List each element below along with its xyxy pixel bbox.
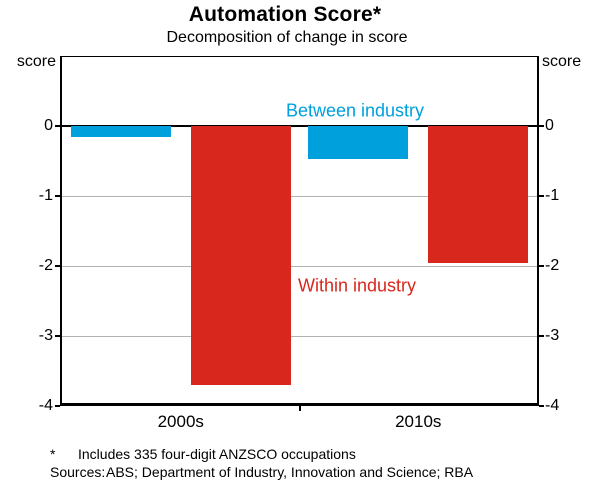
plot-area: [60, 56, 539, 406]
chart-title: Automation Score*: [188, 3, 382, 26]
y-tick-label-right: 0: [545, 117, 554, 134]
y-tick-right: [539, 125, 544, 127]
footnote-text: Includes 335 four-digit ANZSCO occupatio…: [78, 446, 356, 462]
y-tick-left: [55, 265, 60, 267]
chart-subtitle: Decomposition of change in score: [166, 29, 408, 46]
series-label-within-industry: Within industry: [297, 275, 417, 296]
y-tick-left: [55, 125, 60, 127]
sources: Sources: ABS; Department of Industry, In…: [50, 464, 473, 481]
y-axis-unit-label-right: score: [542, 53, 582, 70]
sources-text: ABS; Department of Industry, Innovation …: [106, 464, 474, 480]
y-tick-label-left: -3: [38, 327, 53, 344]
x-axis-center-tick: [298, 406, 301, 411]
y-tick-label-right: -1: [545, 187, 560, 204]
bar-within-industry-2010s: [428, 126, 529, 263]
y-tick-left: [55, 335, 60, 337]
y-tick-label-right: -4: [545, 397, 560, 414]
y-tick-right: [539, 195, 544, 197]
y-tick-left: [55, 195, 60, 197]
footnote: * Includes 335 four-digit ANZSCO occupat…: [50, 446, 356, 463]
gridline: [62, 336, 537, 337]
y-tick-label-left: -2: [38, 257, 53, 274]
sources-label: Sources:: [50, 464, 106, 480]
zero-line: [62, 125, 537, 127]
y-tick-label-left: -4: [38, 397, 53, 414]
y-tick-right: [539, 405, 544, 407]
y-tick-right: [539, 265, 544, 267]
footnote-marker: *: [50, 446, 56, 462]
y-axis-unit-label-left: score: [16, 53, 56, 70]
y-tick-right: [539, 335, 544, 337]
bar-between-industry-2000s: [70, 126, 171, 137]
y-tick-left: [55, 405, 60, 407]
gridline: [62, 196, 537, 197]
y-tick-label-right: -3: [545, 327, 560, 344]
y-tick-label-left: -1: [38, 187, 53, 204]
y-tick-label-right: -2: [545, 257, 560, 274]
y-tick-label-left: 0: [44, 117, 53, 134]
x-category-label-2010s: 2010s: [395, 412, 442, 431]
bar-within-industry-2000s: [190, 126, 291, 385]
series-label-between-industry: Between industry: [285, 100, 425, 121]
bar-between-industry-2010s: [308, 126, 409, 159]
x-category-label-2000s: 2000s: [157, 412, 204, 431]
gridline: [62, 266, 537, 267]
